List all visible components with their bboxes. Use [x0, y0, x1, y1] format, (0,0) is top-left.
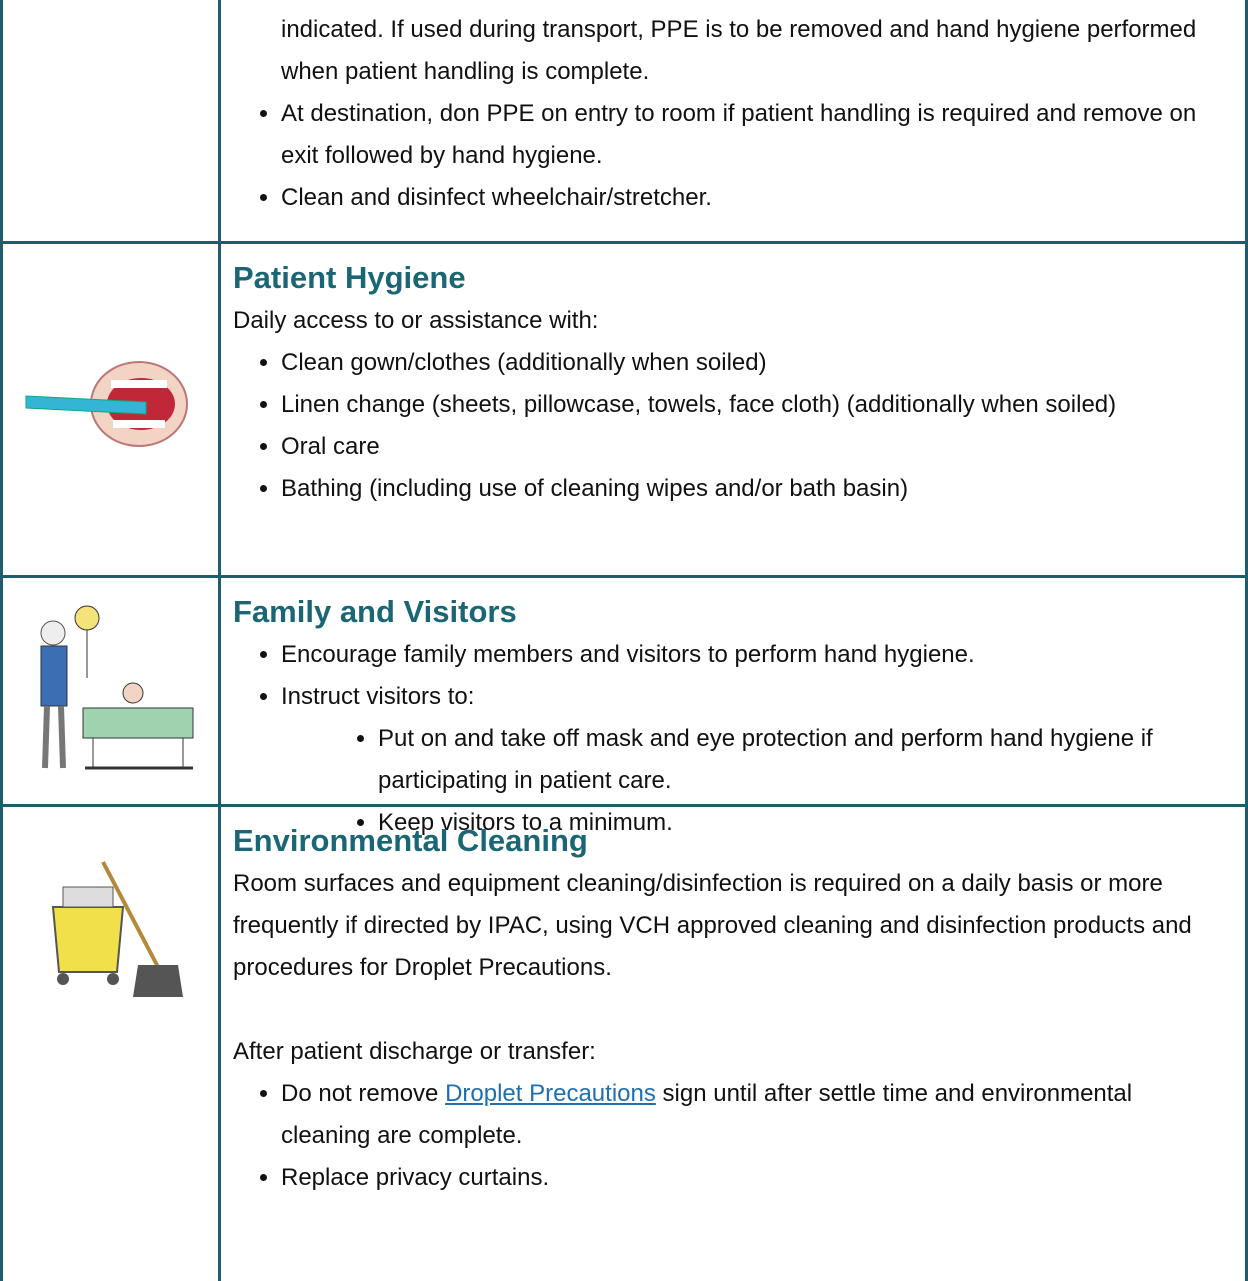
content: Family and Visitors Encourage family mem… [233, 590, 1225, 844]
bullet: Linen change (sheets, pillowcase, towels… [281, 384, 1225, 426]
intro: Room surfaces and equipment cleaning/dis… [233, 870, 1192, 981]
link[interactable]: Droplet Precautions [445, 1080, 656, 1107]
bullet: Encourage family members and visitors to… [281, 634, 1225, 676]
intro: After patient discharge or transfer: [233, 1038, 596, 1065]
section-heading: Patient Hygiene [233, 260, 466, 295]
row-transport: indicated. If used during transport, PPE… [0, 0, 1248, 244]
content: Environmental Cleaning Room surfaces and… [233, 819, 1225, 1199]
bullet: At destination, don PPE on entry to room… [281, 93, 1225, 177]
icon-cell [3, 244, 221, 579]
visitor-icon [40, 605, 194, 770]
cleaning-icon [51, 861, 183, 997]
bullet: Oral care [281, 426, 1225, 468]
section-heading: Environmental Cleaning [233, 823, 588, 858]
bullet: Bathing (including use of cleaning wipes… [281, 468, 1225, 510]
content: indicated. If used during transport, PPE… [233, 9, 1225, 219]
sub-bullet: Put on and take off mask and eye protect… [378, 718, 1225, 802]
bullet-text: Do not remove [281, 1080, 439, 1107]
content: Patient Hygiene Daily access to or assis… [233, 256, 1225, 510]
paragraph: indicated. If used during transport, PPE… [281, 16, 1197, 85]
bullet-text: sign until after settle time and environ… [281, 1080, 1133, 1149]
section-heading: Family and Visitors [233, 594, 517, 629]
oral-care-icon [25, 361, 188, 447]
bullet-text: Instruct visitors to: [281, 683, 475, 710]
bullet: Clean and disinfect wheelchair/stretcher… [281, 177, 1225, 219]
intro: Daily access to or assistance with: [233, 307, 599, 334]
row-cleaning: Environmental Cleaning Room surfaces and… [0, 804, 1248, 1281]
row-hygiene: Patient Hygiene Daily access to or assis… [0, 241, 1248, 579]
bullet: Do not remove Droplet Precautions sign u… [281, 1073, 1225, 1157]
row-visitors: Family and Visitors Encourage family mem… [0, 575, 1248, 836]
icon-cell [3, 0, 221, 244]
icon-cell [3, 807, 221, 1281]
icon-cell [3, 578, 221, 808]
bullet: Replace privacy curtains. [281, 1157, 1225, 1199]
bullet: Instruct visitors to: Put on and take of… [281, 676, 1225, 844]
sub-bullet: Keep visitors to a minimum. [378, 802, 1225, 844]
bullet: Clean gown/clothes (additionally when so… [281, 342, 1225, 384]
